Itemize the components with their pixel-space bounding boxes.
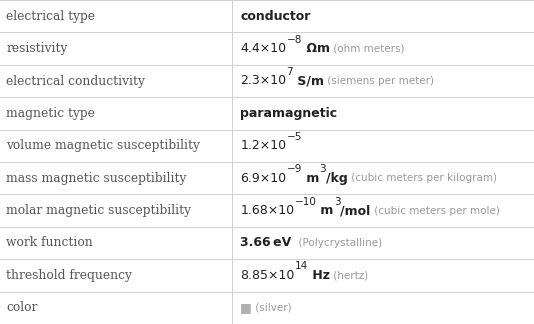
Text: paramagnetic: paramagnetic: [240, 107, 337, 120]
Text: molar magnetic susceptibility: molar magnetic susceptibility: [6, 204, 191, 217]
Text: (Polycrystalline): (Polycrystalline): [292, 238, 382, 248]
Text: −10: −10: [294, 197, 316, 206]
Text: 7: 7: [286, 67, 293, 77]
Text: work function: work function: [6, 237, 93, 249]
Text: 3: 3: [319, 164, 326, 174]
Text: −9: −9: [286, 164, 302, 174]
Text: magnetic type: magnetic type: [6, 107, 95, 120]
Text: (silver): (silver): [252, 303, 292, 313]
Text: (hertz): (hertz): [330, 271, 368, 280]
Text: volume magnetic susceptibility: volume magnetic susceptibility: [6, 139, 200, 152]
Text: 14: 14: [295, 261, 308, 271]
Text: 6.9×10: 6.9×10: [240, 172, 286, 185]
Text: m: m: [316, 204, 334, 217]
Text: mass magnetic susceptibility: mass magnetic susceptibility: [6, 172, 187, 185]
Text: conductor: conductor: [240, 10, 311, 23]
Text: −8: −8: [286, 35, 302, 44]
Text: 1.2×10: 1.2×10: [240, 139, 286, 152]
Text: /mol: /mol: [340, 204, 371, 217]
Text: (ohm meters): (ohm meters): [330, 44, 404, 53]
Text: (siemens per meter): (siemens per meter): [324, 76, 434, 86]
Text: 3.66 eV: 3.66 eV: [240, 237, 292, 249]
Text: resistivity: resistivity: [6, 42, 68, 55]
Text: electrical type: electrical type: [6, 10, 96, 23]
Text: 1.68×10: 1.68×10: [240, 204, 294, 217]
Text: 2.3×10: 2.3×10: [240, 75, 286, 87]
Text: Ωm: Ωm: [302, 42, 330, 55]
Text: (cubic meters per kilogram): (cubic meters per kilogram): [348, 173, 497, 183]
Text: Hz: Hz: [308, 269, 330, 282]
Text: 8.85×10: 8.85×10: [240, 269, 295, 282]
Text: m: m: [302, 172, 319, 185]
Text: threshold frequency: threshold frequency: [6, 269, 132, 282]
Text: S/m: S/m: [293, 75, 324, 87]
Text: color: color: [6, 301, 38, 314]
Text: electrical conductivity: electrical conductivity: [6, 75, 145, 87]
Text: 4.4×10: 4.4×10: [240, 42, 286, 55]
Text: −5: −5: [286, 132, 302, 142]
Text: /kg: /kg: [326, 172, 348, 185]
Text: (cubic meters per mole): (cubic meters per mole): [371, 206, 499, 215]
Text: 3: 3: [334, 197, 340, 206]
Text: ■: ■: [240, 301, 252, 314]
